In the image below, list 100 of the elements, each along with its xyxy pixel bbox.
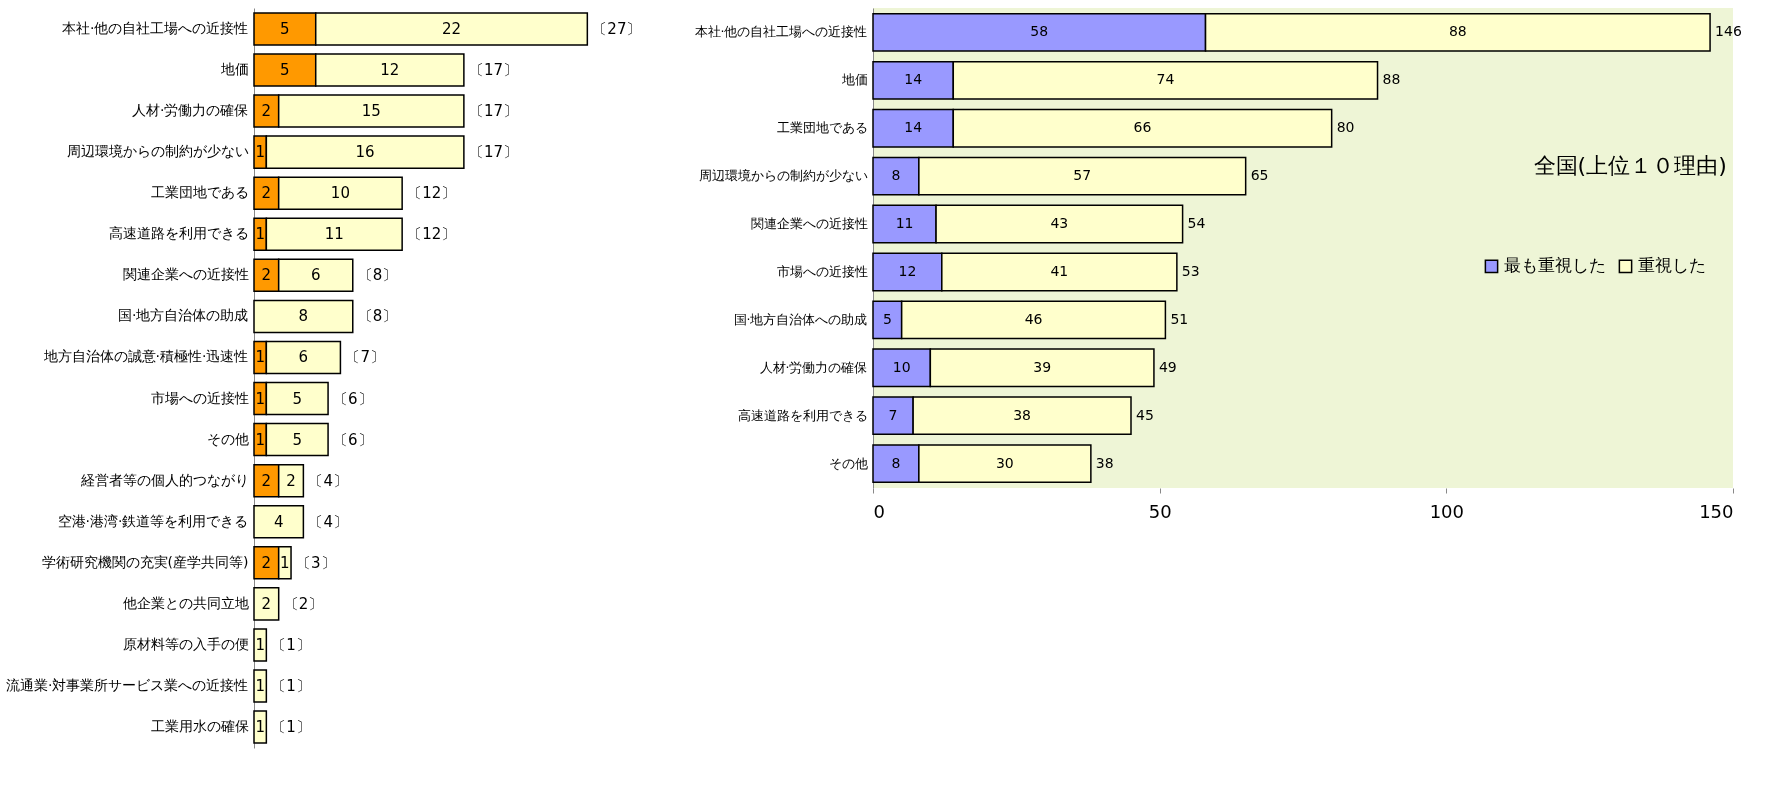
y-tick-label: 本社·他の自社工場への近接性 [62,19,249,36]
data-label: 58 [1030,23,1049,40]
data-label: 6 [298,348,309,367]
y-tick-label: 学術研究機関の充実(産学共同等) [41,553,249,570]
y-tick-label: 原材料等の入手の便 [122,635,249,652]
total-label: 〔4〕 [308,471,348,490]
bar [253,669,268,703]
data-label: 14 [904,119,923,136]
data-label: 10 [330,184,350,203]
y-tick-label: 市場への近接性 [776,263,868,279]
total-label: 〔7〕 [345,348,385,367]
data-label: 7 [888,406,898,423]
data-label: 16 [355,143,375,162]
text: 全国(上位１０理由) [1533,153,1727,178]
data-label: 2 [261,266,272,285]
y-tick-label: 国·地方自治体の助成 [118,307,249,324]
y-tick-label: 人材·労働力の確保 [759,359,868,375]
y-tick-label: その他 [206,430,249,447]
total-label: 〔4〕 [308,512,348,531]
total-label: 51 [1170,310,1189,327]
data-label: 6 [310,266,321,285]
y-tick-label: 経営者等の個人的つながり [79,471,249,488]
data-label: 2 [286,471,296,490]
data-label: 43 [1050,215,1069,232]
total-label: 80 [1336,119,1355,136]
data-label: 88 [1448,23,1467,40]
data-label: 1 [280,553,290,572]
data-label: 1 [255,718,265,737]
data-label: 15 [361,102,381,121]
x-tick-label: 100 [1429,500,1465,522]
data-label: 12 [380,61,400,80]
data-label: 1 [255,348,265,367]
y-tick-label: 本社·他の自社工場への近接性 [694,24,868,40]
total-label: 〔6〕 [333,389,373,408]
total-label: 〔6〕 [333,430,373,449]
y-tick-label: 他企業との共同立地 [122,594,249,611]
data-label: 5 [292,430,302,449]
data-label: 38 [1013,406,1031,423]
y-tick-label: 人材·労働力の確保 [132,102,249,119]
y-tick-label: 周辺環境からの制約が少ない [698,168,868,184]
data-label: 2 [261,184,272,203]
data-label: 8 [298,307,309,326]
data-label: 14 [904,71,923,88]
y-tick-label: 高速道路を利用できる [108,225,249,242]
y-tick-label: その他 [828,455,868,471]
data-label: 2 [261,553,272,572]
total-label: 〔8〕 [357,266,398,285]
legend-label: 最も重視した [1504,255,1606,276]
total-label: 65 [1250,167,1269,184]
y-tick-label: 空港·港湾·鉄道等を利用できる [57,512,249,529]
legend-label: 重視した [1638,255,1706,276]
y-tick-label: 地価 [219,61,249,78]
data-label: 11 [324,225,344,244]
data-label: 1 [255,389,265,408]
data-label: 22 [441,19,462,38]
total-label: 45 [1136,406,1154,423]
data-label: 2 [261,471,272,490]
total-label: 〔17〕 [468,143,518,162]
total-label: 146 [1715,23,1742,40]
data-label: 1 [255,225,265,244]
total-label: 〔1〕 [271,635,311,654]
data-label: 5 [292,389,302,408]
data-label: 46 [1024,310,1043,327]
data-label: 39 [1033,358,1052,375]
bar [253,504,305,539]
x-tick-label: 0 [873,500,885,522]
bar [253,299,354,334]
data-label: 8 [891,167,901,184]
total-label: 88 [1382,71,1401,88]
data-label: 5 [280,61,290,80]
data-label: 1 [255,430,265,449]
total-label: 54 [1187,215,1206,232]
y-tick-label: 関連企業への近接性 [122,266,249,283]
y-tick-label: 周辺環境からの制約が少ない [66,143,249,160]
y-tick-label: 工業用水の確保 [150,718,249,735]
data-label: 10 [892,358,911,375]
data-label: 57 [1073,167,1092,184]
y-tick-label: 流通業·対事業所サービス業への近接性 [6,676,249,693]
data-label: 1 [255,143,265,162]
data-label: 74 [1156,71,1175,88]
y-tick-label: 工業団地である [776,120,868,136]
total-label: 53 [1181,262,1200,279]
total-label: 〔17〕 [468,61,518,80]
y-tick-label: 高速道路を利用できる [737,407,868,423]
x-tick-label: 150 [1699,500,1734,522]
data-label: 2 [261,594,272,613]
data-label: 66 [1133,119,1152,136]
total-label: 〔2〕 [283,594,324,613]
bar [253,587,280,621]
data-label: 12 [898,262,917,279]
data-label: 5 [882,310,892,327]
x-tick-label: 50 [1148,500,1172,522]
total-label: 49 [1158,358,1177,375]
data-label: 8 [891,454,901,471]
data-label: 2 [261,102,272,121]
data-label: 1 [255,635,265,654]
bar [253,628,268,662]
data-label: 11 [895,215,914,232]
total-label: 〔8〕 [357,307,398,326]
total-label: 〔17〕 [468,102,518,121]
